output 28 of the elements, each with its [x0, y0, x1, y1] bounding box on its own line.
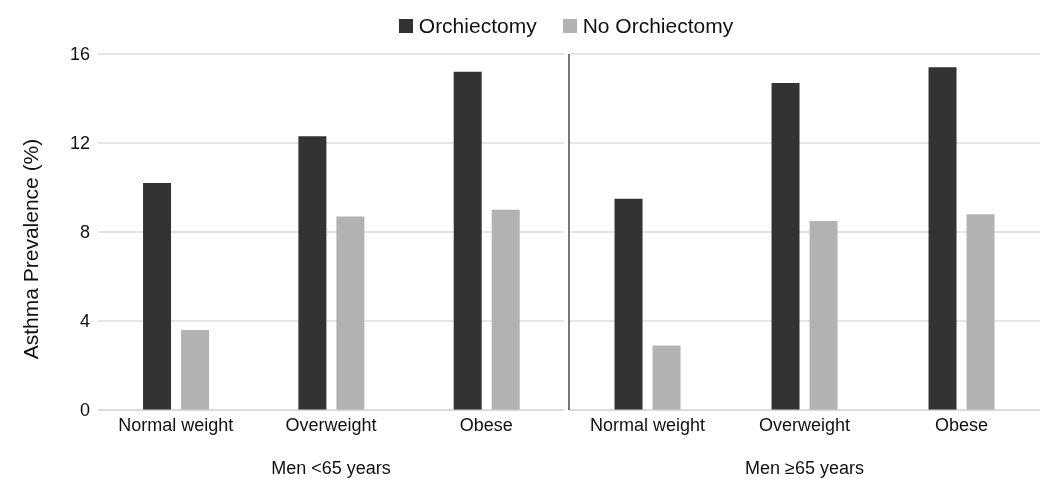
bar	[928, 67, 957, 410]
y-tick-label: 4	[79, 311, 90, 332]
bar	[809, 220, 838, 410]
legend-label: No Orchiectomy	[582, 14, 734, 38]
bar	[771, 82, 800, 410]
bar	[298, 136, 327, 410]
x-axis-title: Men <65 years	[270, 458, 392, 479]
bar	[143, 183, 172, 410]
x-tick-label: Overweight	[285, 414, 377, 435]
x-axis-title: Men ≥65 years	[744, 458, 865, 479]
y-tick-label: 0	[79, 400, 90, 421]
bar	[453, 71, 482, 410]
bar	[652, 345, 681, 410]
y-tick-label: 12	[69, 133, 90, 154]
x-tick-label: Obese	[934, 414, 989, 435]
x-tick-label: Normal weight	[589, 414, 706, 435]
x-tick-label: Normal weight	[118, 414, 234, 435]
bar	[614, 198, 643, 410]
y-axis-title: Asthma Prevalence (%)	[19, 138, 43, 360]
bar	[181, 329, 210, 410]
y-tick-label: 16	[69, 44, 90, 65]
bar	[336, 216, 365, 410]
y-tick-label: 8	[79, 222, 90, 243]
bar	[491, 209, 520, 410]
x-tick-label: Overweight	[758, 414, 851, 435]
bar	[966, 214, 995, 410]
x-tick-label: Obese	[459, 414, 513, 435]
legend-label: Orchiectomy	[418, 14, 537, 38]
